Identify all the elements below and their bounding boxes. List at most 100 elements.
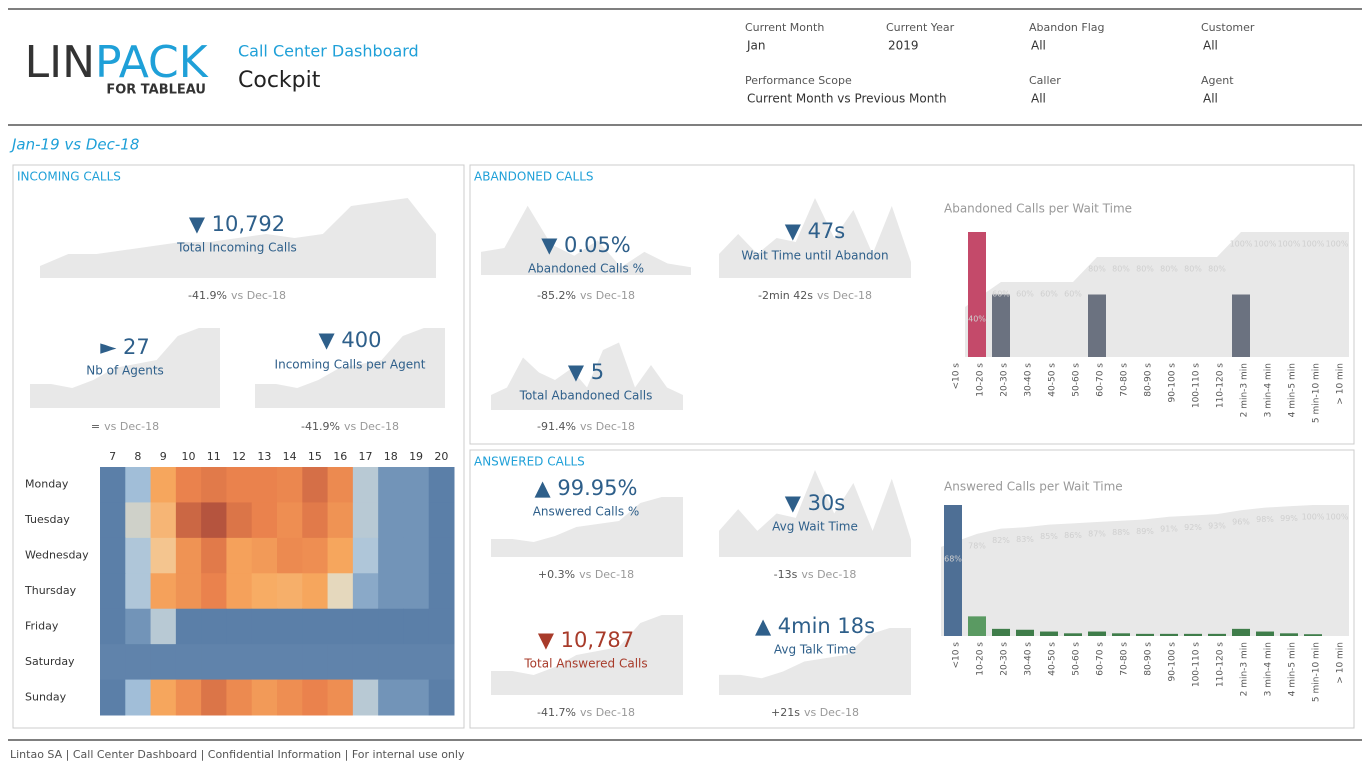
heatmap-cell bbox=[428, 608, 455, 645]
x-tick-label: 80-90 s bbox=[1144, 363, 1154, 397]
filter-value[interactable]: All bbox=[1203, 92, 1218, 106]
sparkline-bg bbox=[719, 470, 911, 557]
x-tick-label: 5 min-10 min bbox=[1312, 642, 1322, 702]
heatmap-col-label: 15 bbox=[308, 450, 322, 463]
bar bbox=[968, 232, 986, 357]
heatmap-cell bbox=[352, 502, 379, 539]
heatmap-cell bbox=[175, 644, 202, 681]
heatmap-cell bbox=[100, 644, 126, 681]
cumulative-label: 91% bbox=[1160, 524, 1178, 533]
heatmap-cell bbox=[378, 644, 404, 681]
cumulative-label: 96% bbox=[1232, 518, 1250, 527]
kpi-value: ▼ 0.05% bbox=[541, 233, 631, 257]
heatmap-cell bbox=[352, 467, 379, 503]
heatmap-cell bbox=[125, 502, 152, 539]
heatmap-col-label: 17 bbox=[359, 450, 373, 463]
heatmap-cell bbox=[277, 537, 303, 574]
kpi-label: Avg Talk Time bbox=[774, 643, 856, 657]
heatmap-row-label: Friday bbox=[25, 619, 59, 632]
filter-value[interactable]: 2019 bbox=[888, 39, 919, 53]
heatmap-cell bbox=[302, 644, 329, 681]
heatmap-cell bbox=[251, 679, 278, 716]
x-tick-label: 20-30 s bbox=[1000, 363, 1010, 397]
cumulative-label: 86% bbox=[1064, 531, 1082, 540]
heatmap-cell bbox=[352, 608, 379, 645]
filter-value[interactable]: All bbox=[1031, 92, 1046, 106]
x-tick-label: <10 s bbox=[952, 363, 962, 390]
logo-lin: LIN bbox=[25, 37, 95, 88]
heatmap-cell bbox=[226, 644, 253, 681]
filter-value[interactable]: Jan bbox=[746, 39, 766, 53]
bar bbox=[1208, 633, 1226, 636]
heatmap-cell bbox=[251, 573, 278, 610]
heatmap-col-label: 16 bbox=[333, 450, 347, 463]
heatmap-row-label: Sunday bbox=[25, 690, 67, 703]
delta-compare: vs Dec-18 bbox=[801, 568, 856, 581]
heatmap-col-label: 9 bbox=[160, 450, 167, 463]
heatmap-cell bbox=[428, 467, 455, 503]
delta-compare: vs Dec-18 bbox=[231, 289, 286, 302]
filter-value[interactable]: Current Month vs Previous Month bbox=[747, 92, 947, 106]
heatmap-cell bbox=[378, 537, 404, 574]
x-tick-label: 10-20 s bbox=[976, 642, 986, 676]
heatmap-cell bbox=[150, 573, 177, 610]
filter-label: Customer bbox=[1201, 21, 1255, 34]
heatmap-cell bbox=[100, 537, 126, 574]
heatmap-cell bbox=[378, 502, 404, 539]
filter-label: Current Month bbox=[745, 21, 824, 34]
kpi-delta: -91.4% vs Dec-18 bbox=[537, 420, 635, 433]
delta-value: -41.7% bbox=[537, 706, 576, 719]
heatmap-cell bbox=[302, 467, 329, 503]
cumulative-label: 85% bbox=[1040, 532, 1058, 541]
heatmap-cell bbox=[226, 608, 253, 645]
cumulative-label: 100% bbox=[1278, 240, 1301, 249]
delta-compare: vs Dec-18 bbox=[817, 289, 872, 302]
heatmap-cell bbox=[327, 502, 354, 539]
heatmap-cell bbox=[100, 608, 126, 645]
heatmap-cell bbox=[277, 679, 303, 716]
heatmap-cell bbox=[100, 467, 126, 503]
heatmap-cell bbox=[125, 608, 152, 645]
bar bbox=[1184, 633, 1202, 636]
abandoned-panel bbox=[469, 164, 1355, 445]
heatmap-cell bbox=[403, 537, 430, 574]
kpi-delta: -2min 42s vs Dec-18 bbox=[758, 289, 872, 302]
heatmap-cell bbox=[226, 467, 253, 503]
delta-value: -41.9% bbox=[301, 420, 340, 433]
kpi-delta: +0.3% vs Dec-18 bbox=[538, 568, 634, 581]
cumulative-label: 60% bbox=[1064, 290, 1082, 299]
delta-value: -91.4% bbox=[537, 420, 576, 433]
kpi-label: Nb of Agents bbox=[86, 364, 164, 378]
x-tick-label: > 10 min bbox=[1336, 642, 1346, 684]
heatmap-cell bbox=[352, 573, 379, 610]
filter-value[interactable]: All bbox=[1203, 39, 1218, 53]
kpi-value: ▼ 10,792 bbox=[189, 212, 285, 236]
delta-value: -2min 42s bbox=[758, 289, 813, 302]
x-tick-label: 80-90 s bbox=[1144, 642, 1154, 676]
panel-title: ANSWERED CALLS bbox=[474, 455, 585, 469]
heatmap-col-label: 14 bbox=[283, 450, 297, 463]
filter-value[interactable]: All bbox=[1031, 39, 1046, 53]
heatmap-cell bbox=[327, 644, 354, 681]
delta-value: +21s bbox=[771, 706, 800, 719]
delta-value: +0.3% bbox=[538, 568, 575, 581]
heatmap-cell bbox=[302, 502, 329, 539]
x-tick-label: 4 min-5 min bbox=[1288, 642, 1298, 696]
kpi-label: Total Incoming Calls bbox=[176, 241, 297, 255]
cumulative-label: 100% bbox=[1326, 240, 1349, 249]
cumulative-label: 78% bbox=[968, 541, 986, 550]
heatmap-row-label: Tuesday bbox=[24, 513, 70, 526]
chart-title: Answered Calls per Wait Time bbox=[944, 480, 1123, 494]
heatmap-cell bbox=[352, 537, 379, 574]
delta-compare: vs Dec-18 bbox=[580, 420, 635, 433]
heatmap-cell bbox=[125, 467, 152, 503]
delta-value: = bbox=[91, 420, 100, 433]
heatmap-cell bbox=[277, 573, 303, 610]
bar bbox=[1160, 633, 1178, 636]
x-tick-label: 100-110 s bbox=[1192, 363, 1202, 408]
kpi-label: Incoming Calls per Agent bbox=[275, 358, 426, 372]
bar bbox=[1088, 631, 1106, 636]
heatmap-col-label: 18 bbox=[384, 450, 398, 463]
